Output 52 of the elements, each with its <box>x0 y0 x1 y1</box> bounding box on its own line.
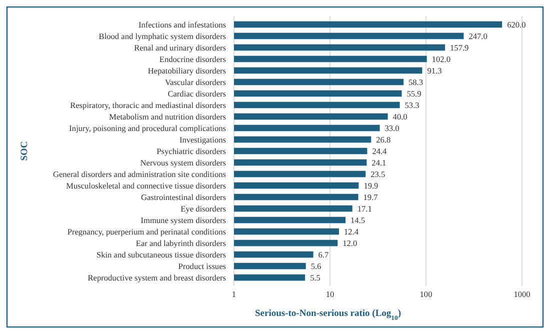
y-tick-label: Psychiatric disorders <box>156 146 226 156</box>
y-tick-label: Blood and lymphatic system disorders <box>98 32 226 41</box>
data-label: 40.0 <box>392 112 408 122</box>
y-tick-label: Reproductive system and breast disorders <box>88 273 226 282</box>
y-tick-label: Investigations <box>179 135 226 144</box>
y-tick-label: Hepatobiliary disorders <box>148 66 226 76</box>
data-label: 24.4 <box>372 146 388 156</box>
y-tick-label: Nervous system disorders <box>140 158 226 168</box>
data-label: 55.9 <box>406 89 422 98</box>
x-tick-label: 100 <box>420 290 432 299</box>
data-label: 5.6 <box>310 262 322 271</box>
data-label: 12.4 <box>344 227 360 236</box>
y-tick-label: Product issues <box>178 262 226 271</box>
data-label: 14.5 <box>350 216 366 225</box>
data-label: 23.5 <box>370 170 386 179</box>
y-tick-label: Ear and labyrinth disorders <box>136 238 226 248</box>
y-tick-label: General disorders and administration site conditions <box>52 170 226 179</box>
y-tick-label: Respiratory, thoracic and mediastinal disorders <box>70 100 226 110</box>
data-label: 24.1 <box>372 158 386 168</box>
y-axis-title: SOC <box>20 141 30 161</box>
y-tick-label: Eye disorders <box>180 204 226 214</box>
y-tick-label: Injury, poisoning and procedural complications <box>69 124 226 133</box>
data-label: 26.8 <box>376 135 391 144</box>
data-label: 6.7 <box>318 250 329 260</box>
data-label: 5.5 <box>310 273 320 282</box>
y-tick-label: Metabolism and nutrition disorders <box>109 112 226 122</box>
x-axis-title: Serious-to-Non-serious ratio (Log$_{10}$) <box>255 309 401 322</box>
data-label: 33.0 <box>384 124 400 133</box>
data-label: 58.3 <box>408 78 424 87</box>
data-label: 19.9 <box>364 181 378 190</box>
y-tick-label: Immune system disorders <box>140 216 226 225</box>
data-label: 247.0 <box>468 32 488 41</box>
y-tick-label: Infections and infestations <box>138 20 226 30</box>
data-label: 53.3 <box>404 100 420 110</box>
y-tick-label: Gastrointestinal disorders <box>140 192 226 202</box>
data-label: 17.1 <box>357 204 372 214</box>
x-tick-label: 10 <box>326 290 334 299</box>
data-label: 102.0 <box>432 54 450 64</box>
y-tick-label: Endocrine disorders <box>159 54 226 64</box>
x-tick-label: 1 <box>232 290 236 299</box>
data-label: 91.3 <box>427 66 442 76</box>
y-tick-label: Vascular disorders <box>164 78 226 87</box>
data-label: 620.0 <box>507 20 526 30</box>
y-tick-label: Skin and subcutaneous tissue disorders <box>96 250 226 260</box>
y-tick-label: Musculoskeletal and connective tissue disorders <box>66 181 226 190</box>
data-label: 12.0 <box>342 238 358 248</box>
data-label: 19.7 <box>363 192 378 202</box>
data-label: 157.9 <box>450 43 469 52</box>
y-tick-label: Pregnancy, puerperium and perinatal conditions <box>67 227 226 236</box>
y-tick-label: Cardiac disorders <box>168 89 226 98</box>
x-tick-label: 1000 <box>514 290 530 299</box>
y-tick-label: Renal and urinary disorders <box>134 43 226 52</box>
